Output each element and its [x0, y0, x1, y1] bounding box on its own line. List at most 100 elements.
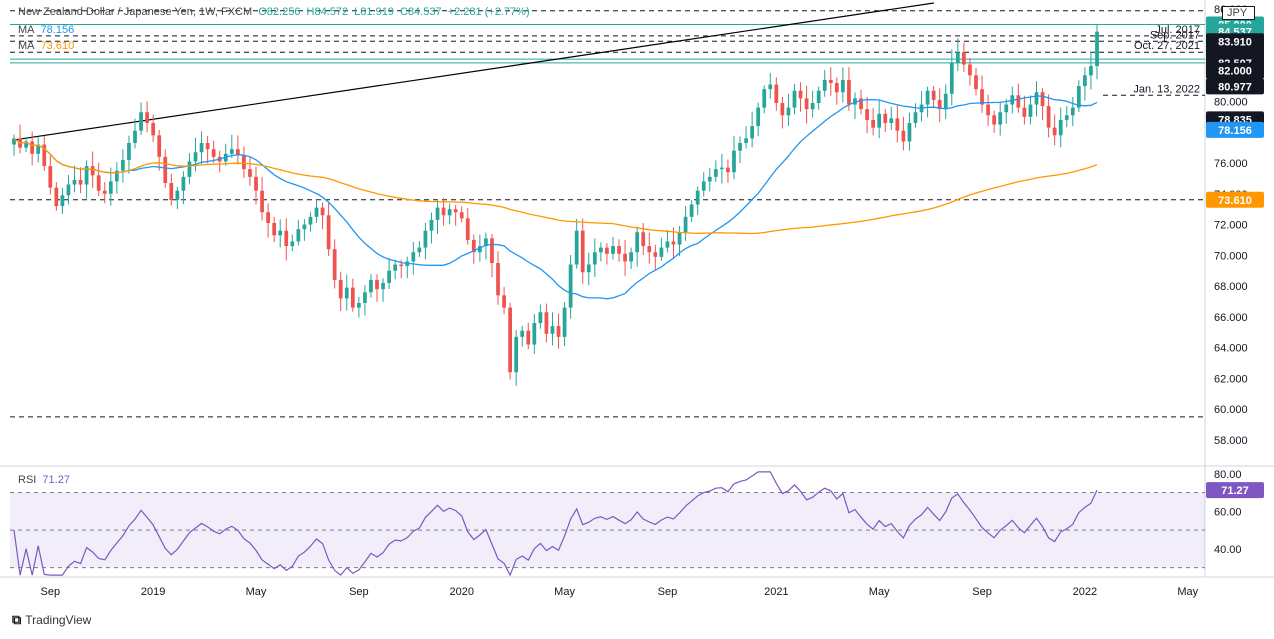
rsi-tick-label: 80.00	[1214, 469, 1242, 481]
time-tick-label: May	[246, 586, 267, 598]
candle-body	[738, 143, 742, 151]
candle-body	[411, 252, 416, 262]
candle-body	[278, 230, 283, 236]
candle-body	[145, 112, 149, 123]
candle-body	[254, 176, 258, 191]
currency-badge[interactable]: JPY	[1222, 6, 1256, 20]
candle-body	[187, 161, 192, 177]
candle-body	[701, 181, 706, 191]
candle-body	[713, 169, 718, 177]
price-tick-label: 76.000	[1214, 158, 1248, 170]
candle-body	[490, 238, 494, 263]
symbol-name: New Zealand Dollar / Japanese Yen, 1W, F…	[18, 6, 253, 18]
candle-body	[1016, 95, 1021, 108]
candle-body	[387, 270, 391, 283]
candle-body	[877, 113, 882, 128]
open-value: O82.256	[258, 6, 301, 18]
candle-body	[792, 90, 797, 108]
candle-body	[338, 279, 343, 299]
candle-body	[1070, 107, 1075, 116]
candle-body	[883, 113, 888, 123]
price-tick-label: 72.000	[1214, 220, 1248, 232]
trendline	[13, 2, 934, 141]
candle-body	[175, 190, 180, 200]
candle-body	[913, 112, 918, 123]
candle-body	[229, 149, 234, 154]
candle-body	[677, 232, 682, 245]
ma-fast-label: MA	[18, 24, 35, 36]
time-tick-label: 2021	[764, 586, 788, 598]
candle-body	[901, 130, 906, 142]
candle-body	[949, 63, 954, 94]
candle-body	[611, 246, 615, 254]
candle-body	[762, 89, 767, 108]
candle-body	[925, 90, 930, 105]
time-tick-label: Sep	[349, 586, 369, 598]
low-value: L81.919	[354, 6, 394, 18]
ma-slow-legend: MA 73.610	[18, 40, 77, 52]
time-tick-label: May	[869, 586, 890, 598]
price-tick-label: 80.000	[1214, 96, 1248, 108]
candle-body	[720, 167, 724, 170]
candle-body	[344, 287, 349, 299]
candle-body	[417, 247, 422, 253]
price-badge	[1206, 191, 1264, 208]
candle-body	[943, 93, 948, 110]
candle-body	[599, 247, 603, 253]
candle-body	[1046, 106, 1051, 128]
candle-body	[859, 98, 863, 110]
time-tick-label: May	[554, 586, 575, 598]
tradingview-footer[interactable]: ⧉ TradingView	[12, 612, 91, 628]
candle-body	[193, 152, 198, 162]
candle-body	[399, 264, 404, 267]
candle-body	[151, 123, 156, 136]
candle-body	[447, 209, 452, 216]
candle-body	[889, 118, 894, 123]
candle-body	[659, 247, 664, 257]
candle-body	[998, 112, 1003, 125]
candle-body	[290, 241, 295, 247]
candle-body	[568, 264, 573, 308]
candle-body	[48, 166, 53, 188]
candle-body	[798, 90, 803, 99]
candle-body	[726, 167, 730, 173]
candle-body	[508, 307, 512, 373]
candle-body	[689, 204, 694, 217]
candle-body	[163, 156, 168, 183]
price-badge	[1206, 78, 1264, 95]
candle-body	[54, 187, 59, 207]
price-badge	[1206, 62, 1264, 79]
candle-body	[484, 238, 488, 247]
candle-body	[955, 52, 960, 63]
time-tick-label: 2020	[449, 586, 473, 598]
candle-body	[574, 230, 579, 265]
time-tick-label: Sep	[972, 586, 992, 598]
candle-body	[744, 138, 748, 143]
candle-body	[520, 330, 525, 337]
candle-body	[828, 79, 833, 83]
brand-label: TradingView	[25, 613, 92, 627]
price-badge	[1206, 121, 1264, 138]
time-tick-label: May	[1177, 586, 1198, 598]
candle-body	[375, 279, 379, 290]
candle-body	[623, 253, 627, 262]
candle-body	[1004, 104, 1009, 113]
ma-fast-line	[13, 95, 1098, 300]
candle-body	[205, 143, 210, 150]
candle-body	[84, 166, 89, 185]
candle-body	[707, 176, 712, 182]
candle-body	[477, 246, 482, 253]
ma-slow-label: MA	[18, 40, 35, 52]
candle-body	[514, 336, 519, 373]
candle-body	[296, 229, 301, 242]
candle-body	[931, 90, 936, 100]
candle-body	[441, 207, 446, 216]
candle-body	[641, 232, 646, 247]
candle-body	[562, 307, 567, 337]
candle-body	[544, 312, 549, 334]
price-badge-label: 73.610	[1218, 195, 1252, 207]
candle-body	[962, 52, 966, 65]
price-tick-label: 68.000	[1214, 281, 1248, 293]
candle-body	[683, 216, 688, 233]
